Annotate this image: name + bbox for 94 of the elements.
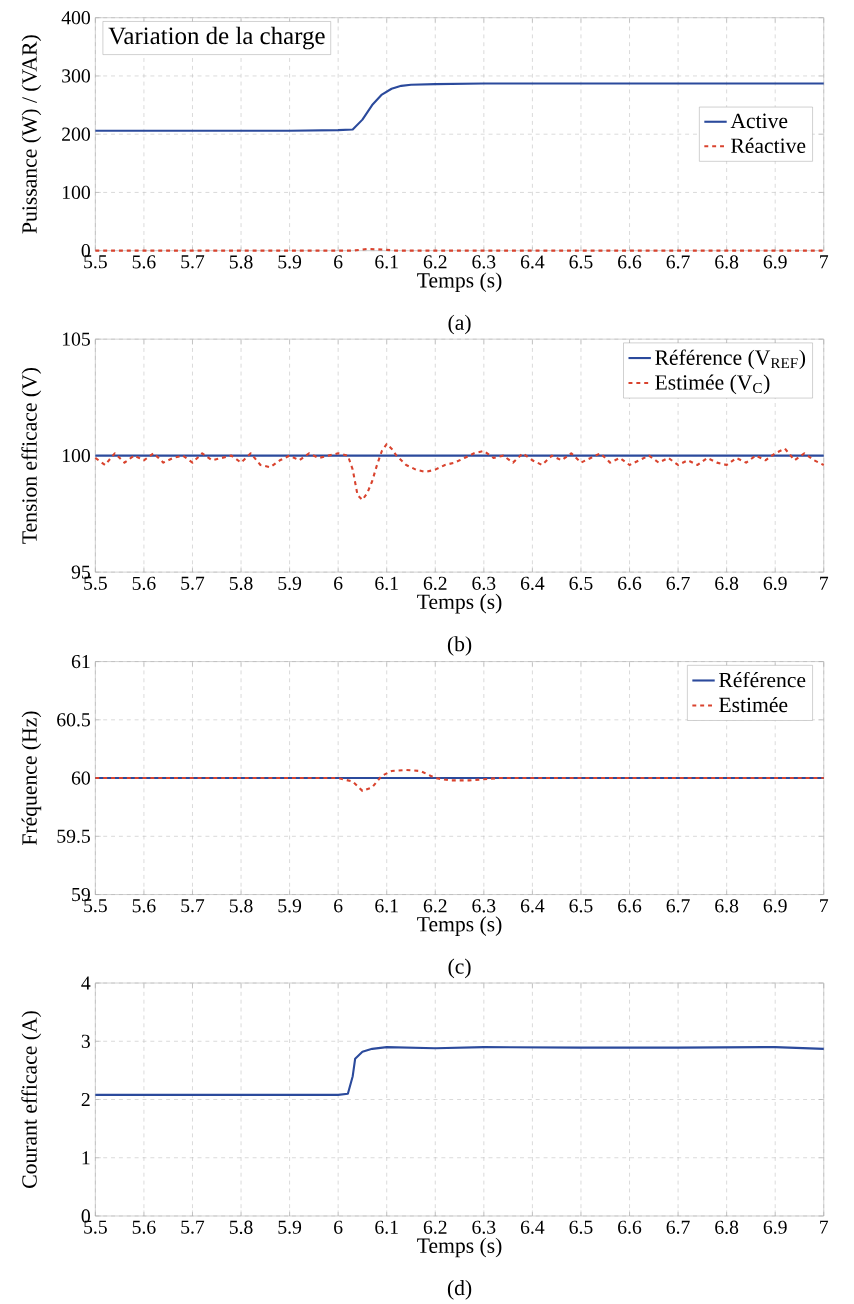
x-tick-label: 5.7 xyxy=(181,1220,205,1234)
x-tick-label: 5.6 xyxy=(132,255,156,269)
x-tick-label: 5.6 xyxy=(132,899,156,913)
x-tick-label: 6 xyxy=(333,255,343,269)
legend-label: Estimée (V$_{C}$) xyxy=(655,374,770,395)
x-axis-title: Temps (s) xyxy=(417,593,502,614)
x-tick-label: 6.1 xyxy=(375,899,398,913)
x-tick-label: 6.1 xyxy=(375,576,398,591)
y-tick-label: 105 xyxy=(62,332,90,346)
x-tick-label: 5.8 xyxy=(229,255,253,269)
y-axis-title: Fréquence (Hz) xyxy=(21,711,42,845)
x-tick-label: 6 xyxy=(333,1220,343,1234)
y-tick-label: 300 xyxy=(62,69,90,83)
y-tick-label: 60 xyxy=(71,771,90,785)
y-tick-label: 2 xyxy=(81,1093,90,1107)
x-axis-title: Temps (s) xyxy=(417,1237,502,1258)
x-tick-label: 7 xyxy=(820,899,828,913)
x-tick-label: 6.4 xyxy=(520,255,545,269)
text: (c) xyxy=(448,958,471,979)
x-tick-label: 6.4 xyxy=(520,576,545,591)
x-tick-label: 6.8 xyxy=(715,899,739,913)
x-tick-label: 5.8 xyxy=(229,899,253,913)
x-tick-label: 6.7 xyxy=(666,576,690,591)
x-tick-label: 6.3 xyxy=(472,255,496,269)
x-tick-label: 5.7 xyxy=(181,255,205,269)
y-tick-label: 61 xyxy=(71,654,90,669)
y-axis-title: Puissance (W) / (VAR) xyxy=(21,35,42,234)
x-tick-label: 6.3 xyxy=(472,576,496,591)
x-tick-label: 6 xyxy=(333,576,343,590)
legend-label: Estimée xyxy=(718,696,788,713)
x-tick-label: 5.9 xyxy=(278,899,301,913)
y-axis-title: Tension efficace (V) xyxy=(21,368,42,544)
x-tick-label: 6.2 xyxy=(423,576,447,591)
x-axis-title: Temps (s) xyxy=(417,916,502,936)
y-tick-label: 4 xyxy=(81,976,91,990)
y-tick-label: 59.5 xyxy=(57,829,90,843)
text: (b) xyxy=(447,636,472,656)
annotation: Variation de la charge xyxy=(108,26,325,50)
x-tick-label: 6.2 xyxy=(423,1220,447,1234)
x-tick-label: 6.2 xyxy=(423,255,447,269)
text: (a) xyxy=(448,314,471,335)
x-tick-label: 6.7 xyxy=(666,255,690,269)
x-tick-label: 7 xyxy=(820,255,828,269)
x-tick-label: 5.8 xyxy=(229,1220,253,1234)
legend-label: Active xyxy=(730,113,788,129)
text: (d) xyxy=(447,1280,472,1300)
x-tick-label: 6.4 xyxy=(520,1220,545,1234)
x-tick-label: 6.9 xyxy=(763,576,787,591)
x-tick-label: 5.9 xyxy=(278,1220,301,1234)
x-tick-label: 5.7 xyxy=(181,899,205,913)
x-tick-label: 6.1 xyxy=(375,255,398,269)
x-tick-label: 6.3 xyxy=(472,899,496,913)
x-tick-label: 6.9 xyxy=(763,255,787,269)
y-tick-label: 3 xyxy=(81,1034,90,1048)
x-tick-label: 6.9 xyxy=(763,899,787,913)
x-tick-label: 6.3 xyxy=(472,1220,496,1234)
x-tick-label: 5.7 xyxy=(181,576,205,590)
x-tick-label: 6.6 xyxy=(617,255,642,269)
x-tick-label: 6 xyxy=(333,899,343,913)
x-tick-label: 6.8 xyxy=(715,576,739,591)
x-tick-label: 6.4 xyxy=(520,899,545,913)
legend-label: Référence xyxy=(718,671,806,688)
x-tick-label: 6.5 xyxy=(569,255,593,269)
x-tick-label: 5.6 xyxy=(132,1220,156,1234)
x-tick-label: 6.6 xyxy=(617,1220,642,1234)
x-tick-label: 7 xyxy=(820,1220,828,1234)
x-tick-label: 6.2 xyxy=(423,899,447,913)
x-tick-label: 5.8 xyxy=(229,576,253,591)
x-tick-label: 5.6 xyxy=(132,576,156,591)
x-tick-label: 6.9 xyxy=(763,1220,787,1234)
x-tick-label: 6.7 xyxy=(666,899,690,913)
y-tick-label: 100 xyxy=(62,185,90,200)
line-series xyxy=(94,768,825,792)
legend-label: Référence (V$_{REF}$) xyxy=(655,349,805,370)
y-tick-label: 200 xyxy=(61,127,90,141)
y-tick-label: 100 xyxy=(62,449,90,463)
x-tick-label: 5.9 xyxy=(278,576,301,591)
x-tick-label: 7 xyxy=(820,576,828,590)
y-tick-label: 60.5 xyxy=(57,713,90,727)
x-tick-label: 6.5 xyxy=(569,576,593,591)
x-tick-label: 6.1 xyxy=(375,1220,398,1234)
x-axis-title: Temps (s) xyxy=(417,272,502,293)
x-tick-label: 6.8 xyxy=(715,1220,739,1234)
x-tick-label: 6.8 xyxy=(715,255,739,269)
x-tick-label: 6.6 xyxy=(617,899,642,913)
x-tick-label: 6.7 xyxy=(666,1220,690,1234)
x-tick-label: 6.5 xyxy=(569,1220,593,1234)
y-tick-label: 1 xyxy=(82,1151,90,1165)
y-tick-label: 400 xyxy=(61,11,90,25)
x-tick-label: 5.9 xyxy=(278,255,301,269)
y-axis-title: Courant efficace (A) xyxy=(21,1011,42,1188)
x-tick-label: 6.6 xyxy=(617,576,642,591)
legend-label: Réactive xyxy=(730,137,806,153)
x-tick-label: 6.5 xyxy=(569,899,593,913)
